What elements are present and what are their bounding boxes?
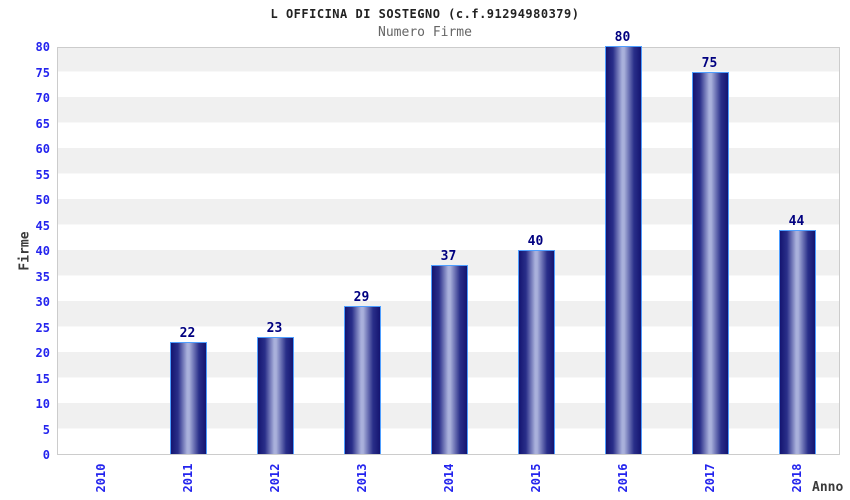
bar-2013 <box>344 306 381 454</box>
x-tick-label: 2014 <box>441 463 456 493</box>
y-tick-label: 50 <box>35 193 50 207</box>
y-tick-label: 35 <box>35 269 50 284</box>
chart-subtitle: Numero Firme <box>378 25 472 40</box>
x-tick-label: 2010 <box>93 463 108 493</box>
y-tick-label: 10 <box>35 397 50 411</box>
y-tick-label: 0 <box>42 448 50 462</box>
bar-value-label: 29 <box>353 290 370 306</box>
bar-2018 <box>779 229 816 454</box>
bar-value-label: 37 <box>440 249 457 265</box>
bar-value-label: 40 <box>527 234 544 249</box>
y-tick-label: 70 <box>35 91 50 105</box>
plot-area <box>57 46 840 455</box>
y-tick-label: 65 <box>35 116 50 131</box>
y-tick-label: 15 <box>35 371 50 386</box>
y-tick-label: 30 <box>35 295 50 309</box>
y-tick-label: 55 <box>35 167 50 182</box>
y-tick-label: 40 <box>35 244 50 258</box>
bar-value-label: 22 <box>179 325 196 341</box>
y-tick-label: 75 <box>35 65 50 80</box>
bar-value-label: 44 <box>788 213 805 229</box>
bar-2012 <box>257 336 294 454</box>
x-tick-label: 2018 <box>789 463 804 493</box>
y-tick-label: 60 <box>35 142 50 156</box>
y-tick-label: 20 <box>35 346 50 360</box>
x-tick-label: 2016 <box>615 463 630 493</box>
y-tick-label: 45 <box>35 218 50 233</box>
x-axis-title: Anno <box>812 480 844 495</box>
bar-value-label: 80 <box>614 30 631 45</box>
x-tick-label: 2017 <box>702 463 717 493</box>
bar-2015 <box>518 250 555 454</box>
bar-2011 <box>170 341 207 454</box>
x-tick-label: 2011 <box>180 463 195 493</box>
y-tick-label: 5 <box>42 422 50 437</box>
bar-2014 <box>431 265 468 454</box>
chart-title: L OFFICINA DI SOSTEGNO (c.f.91294980379) <box>270 7 580 21</box>
y-tick-label: 80 <box>35 40 50 54</box>
bar-2016 <box>605 46 642 454</box>
bar-value-label: 23 <box>266 320 283 336</box>
bar-2017 <box>692 71 729 454</box>
bar-value-label: 75 <box>701 55 718 71</box>
x-tick-label: 2015 <box>528 463 543 493</box>
x-tick-label: 2013 <box>354 463 369 493</box>
y-tick-label: 25 <box>35 320 50 335</box>
x-tick-label: 2012 <box>267 463 282 493</box>
